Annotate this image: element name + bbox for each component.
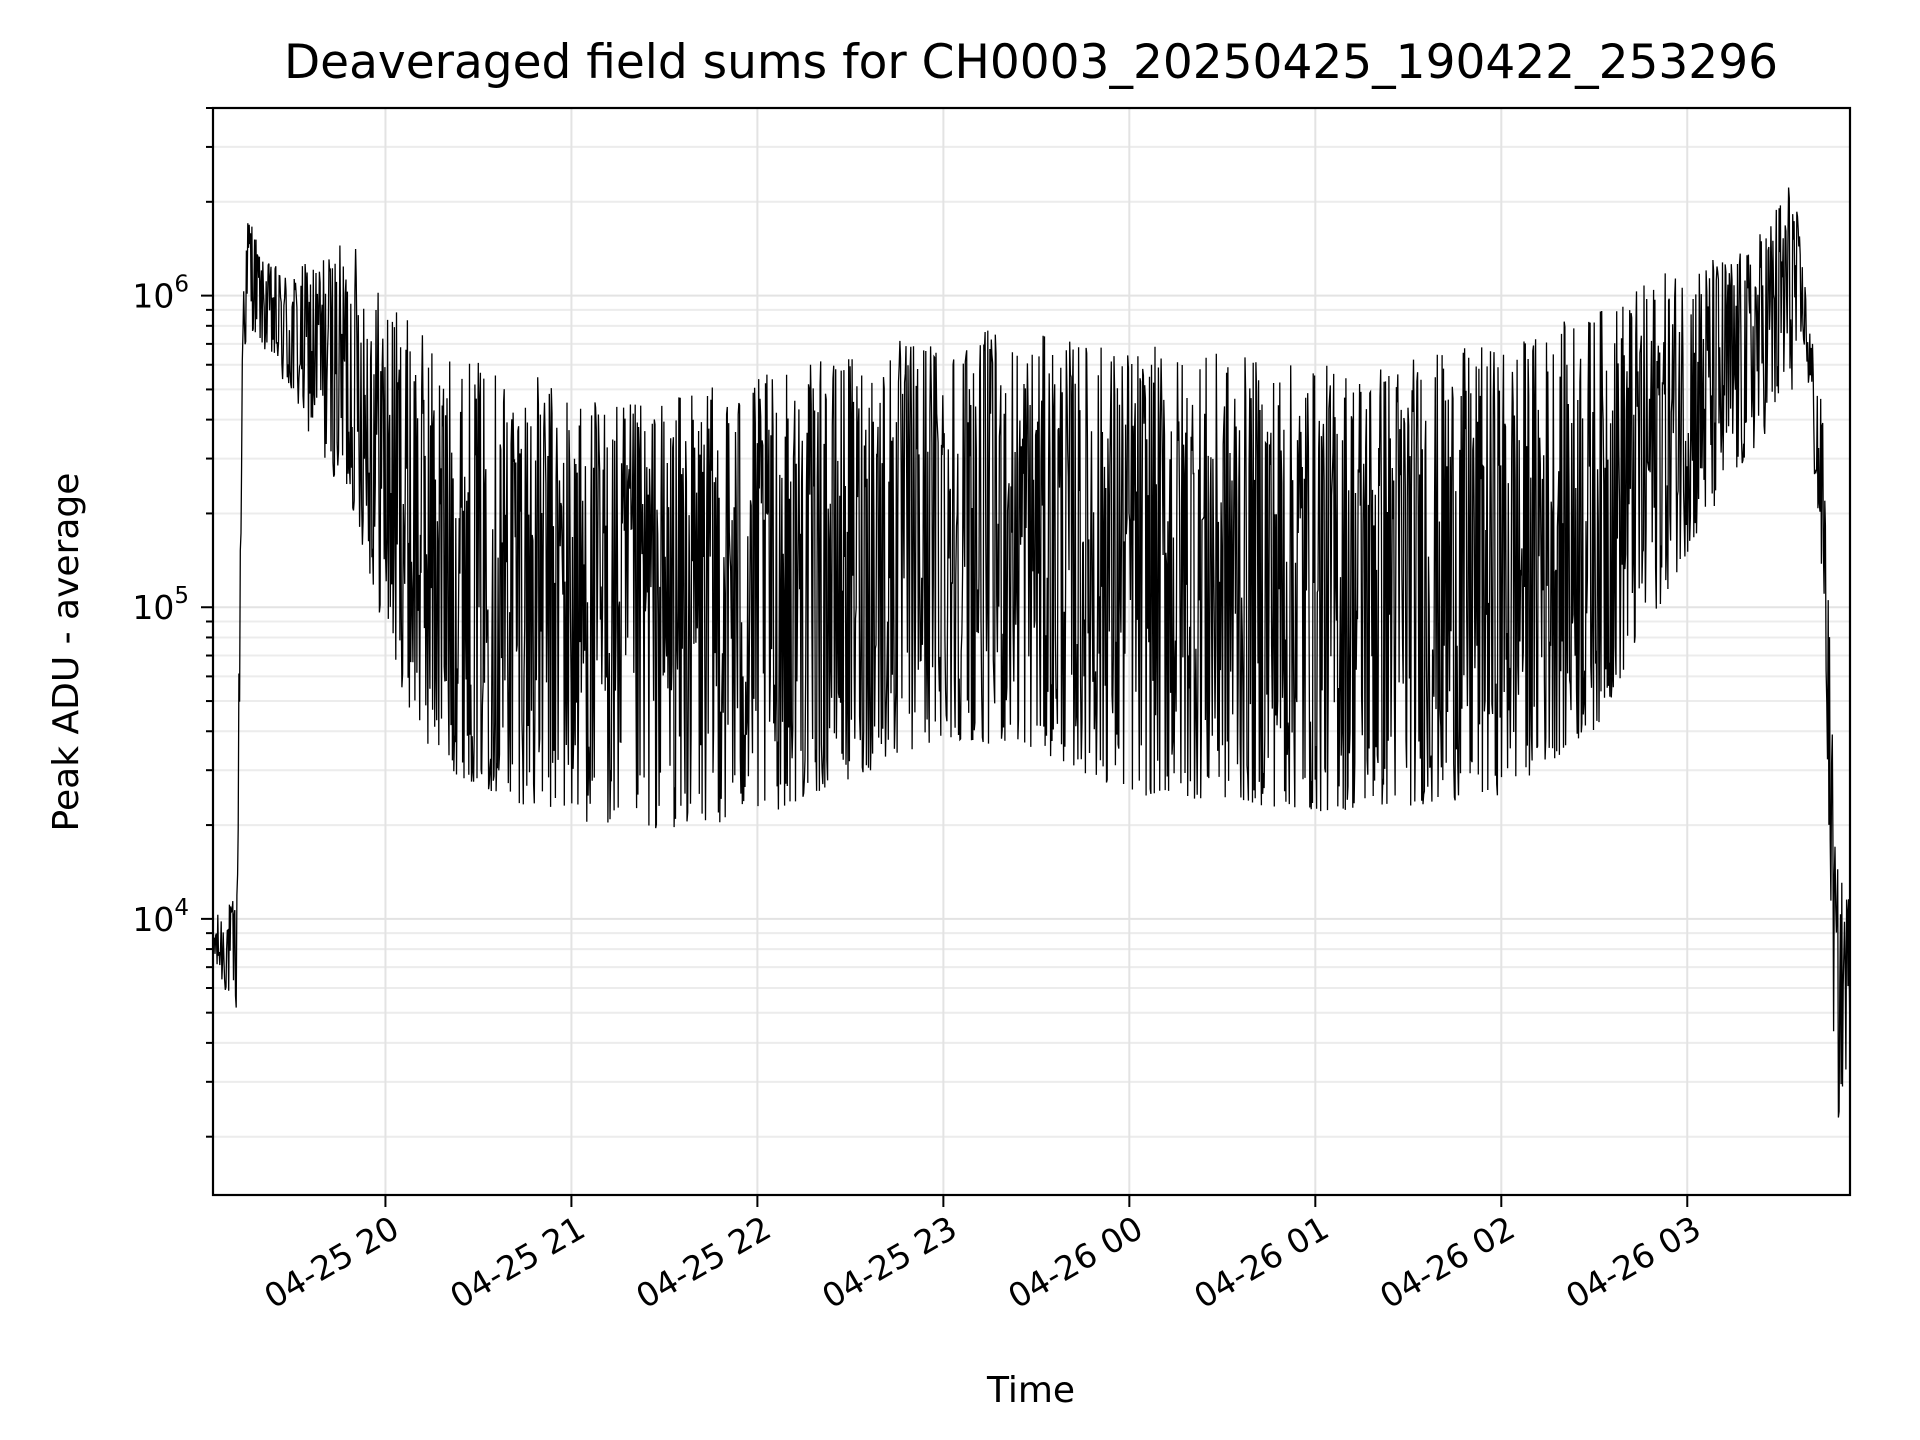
x-tick-label: 04-25 21 xyxy=(443,1208,591,1316)
x-tick-label: 04-25 22 xyxy=(629,1208,777,1316)
y-tick-label: 106 xyxy=(132,272,189,316)
y-tick-base: 10 xyxy=(132,588,174,627)
y-tick-exponent: 6 xyxy=(174,272,189,298)
x-tick-label: 04-26 03 xyxy=(1559,1208,1707,1316)
series xyxy=(212,187,1851,1118)
series-line xyxy=(212,187,1851,1118)
x-tick-label: 04-25 20 xyxy=(257,1208,405,1316)
x-axis-label: Time xyxy=(986,1370,1075,1411)
y-tick-base: 10 xyxy=(132,900,174,939)
x-tick-label: 04-26 01 xyxy=(1187,1208,1335,1316)
x-tick-label: 04-25 23 xyxy=(815,1208,963,1316)
plot-area xyxy=(211,106,1852,1197)
y-axis-label: Peak ADU - average xyxy=(46,473,87,832)
y-tick-base: 10 xyxy=(132,277,174,316)
chart-title: Deaveraged field sums for CH0003_2025042… xyxy=(284,35,1778,90)
y-tick-exponent: 5 xyxy=(174,583,189,609)
x-tick-label: 04-26 00 xyxy=(1001,1208,1149,1316)
x-tick-label: 04-26 02 xyxy=(1373,1208,1521,1316)
y-tick-exponent: 4 xyxy=(174,895,189,921)
y-tick-label: 104 xyxy=(132,895,189,939)
y-tick-label: 105 xyxy=(132,583,189,627)
